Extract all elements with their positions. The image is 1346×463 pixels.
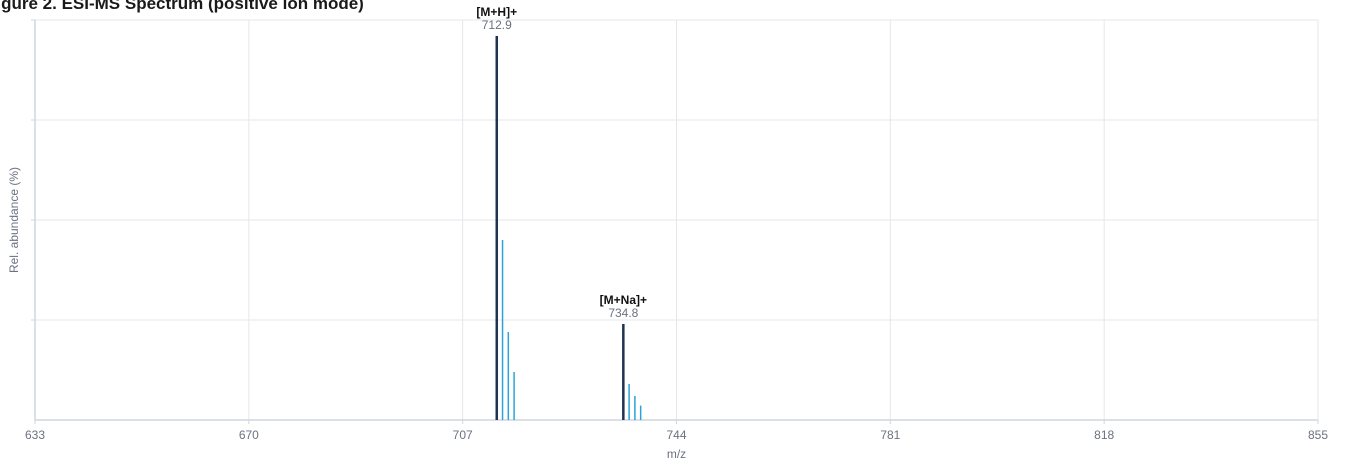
y-axis-label: Rel. abundance (%) xyxy=(7,167,21,273)
x-tick-label: 744 xyxy=(666,428,686,442)
x-axis-label: m/z xyxy=(667,447,686,461)
peak-mz-label: 712.9 xyxy=(482,18,512,32)
x-tick-label: 633 xyxy=(25,428,45,442)
peak-ion-label: [M+H]+ xyxy=(476,5,517,19)
peak-mz-label: 734.8 xyxy=(608,306,638,320)
peak-labels: [M+H]+712.9 [M+Na]+734.8 xyxy=(476,5,647,320)
x-tick-label: 818 xyxy=(1094,428,1114,442)
x-tick-label: 707 xyxy=(453,428,473,442)
peaks xyxy=(495,36,642,420)
x-tick-label: 855 xyxy=(1308,428,1328,442)
x-tick-label: 670 xyxy=(239,428,259,442)
axes xyxy=(31,19,1319,424)
chart-title: Figure 2. ESI-MS Spectrum (positive ion … xyxy=(0,0,364,13)
x-tick-labels: 633 670 707 744 781 818 855 xyxy=(25,428,1328,442)
grid xyxy=(34,19,1319,420)
x-tick-label: 781 xyxy=(880,428,900,442)
peak-ion-label: [M+Na]+ xyxy=(600,293,647,307)
